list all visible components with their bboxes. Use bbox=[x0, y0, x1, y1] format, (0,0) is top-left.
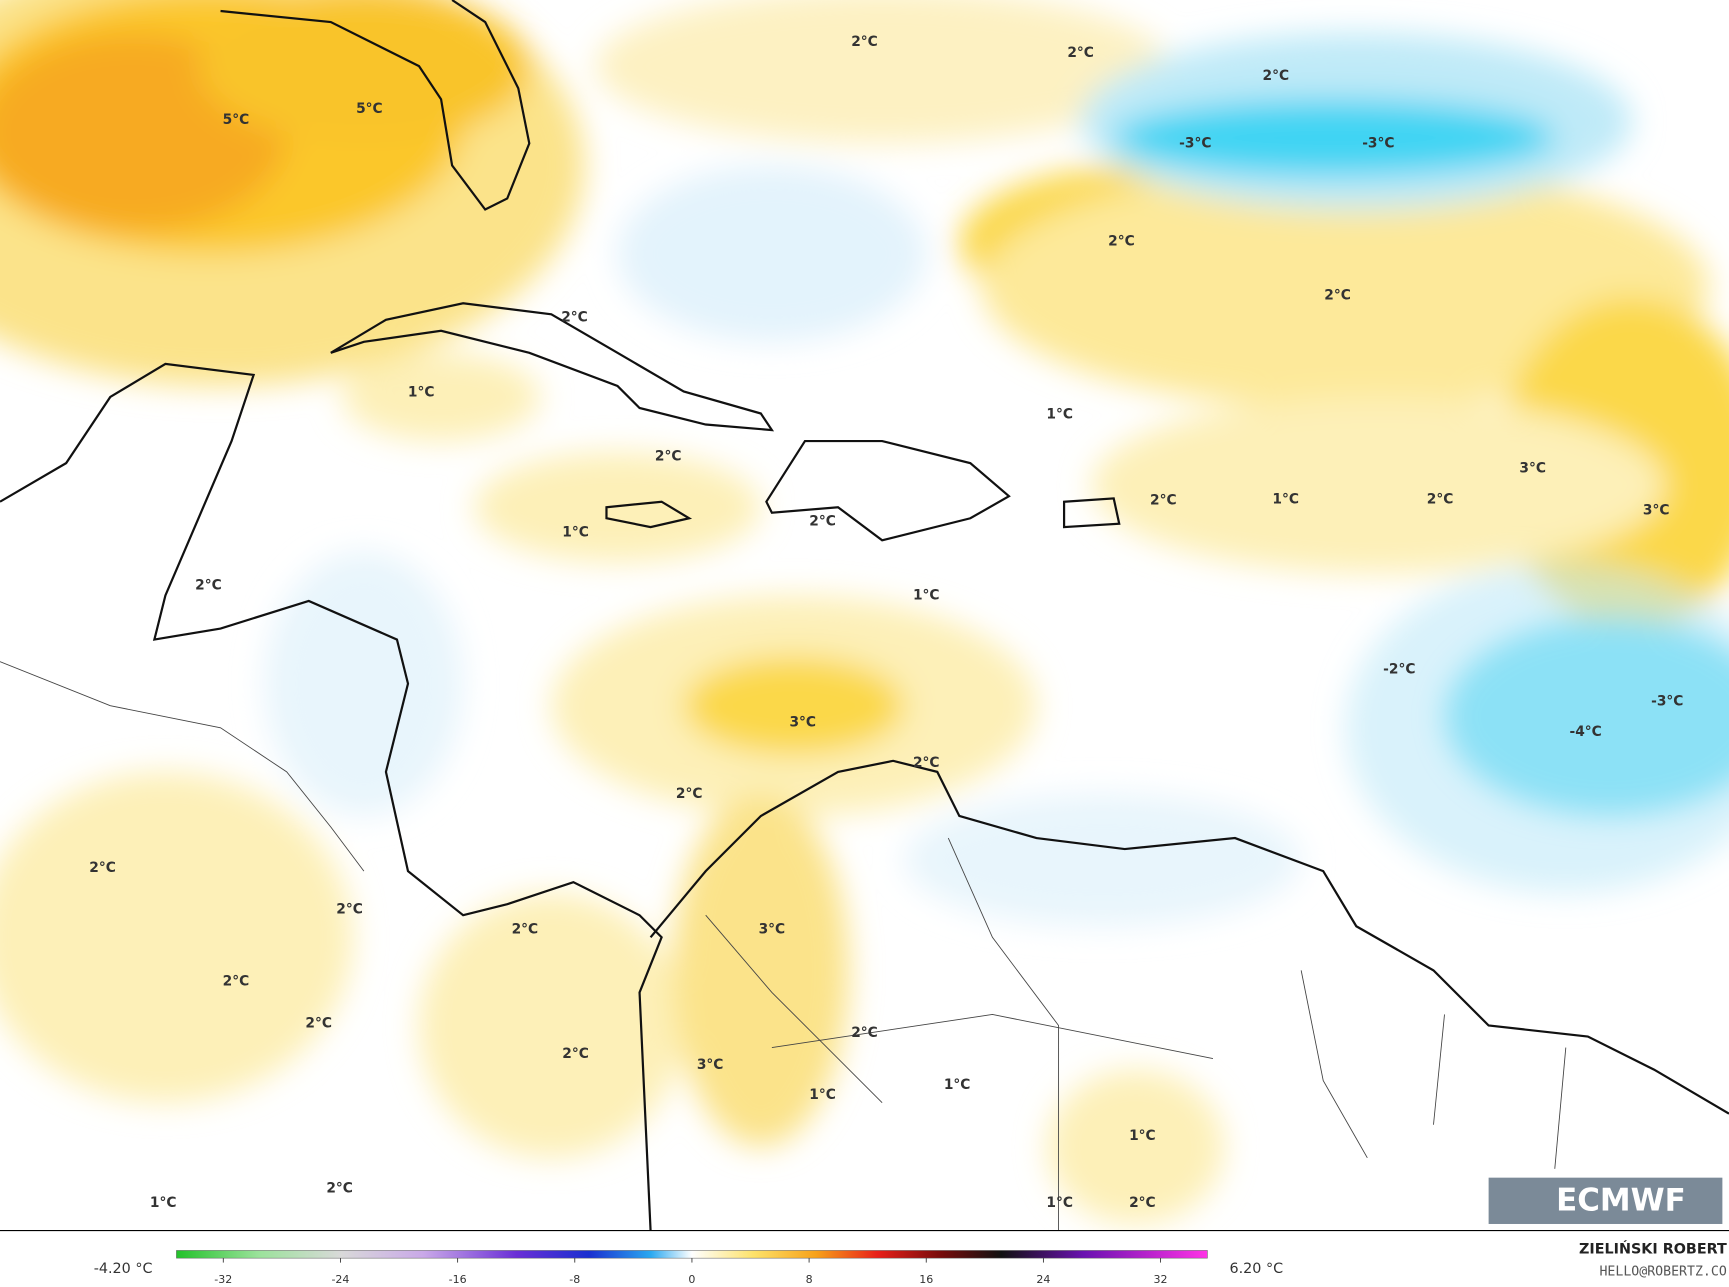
contour-label: -3°C bbox=[1651, 693, 1683, 709]
contour-label: 2°C bbox=[562, 1046, 589, 1062]
colorbar-tick-label: -24 bbox=[331, 1273, 349, 1286]
contour-label: 1°C bbox=[150, 1195, 177, 1211]
contour-label: 3°C bbox=[789, 714, 816, 730]
colorbar bbox=[176, 1250, 1208, 1259]
colorbar-tick-label: 16 bbox=[919, 1273, 933, 1286]
contour-label: 2°C bbox=[512, 922, 539, 938]
contour-label: 3°C bbox=[759, 922, 786, 938]
colorbar-tick-label: 32 bbox=[1154, 1273, 1168, 1286]
contour-label: 2°C bbox=[223, 973, 250, 989]
contour-label: 2°C bbox=[655, 449, 682, 465]
logo-box bbox=[1488, 1177, 1723, 1224]
contour-label: -4°C bbox=[1570, 724, 1602, 740]
contour-label: 1°C bbox=[913, 587, 940, 603]
contour-label: 3°C bbox=[1643, 503, 1670, 519]
logo: ECMWF bbox=[1556, 1182, 1686, 1218]
contour-label: 2°C bbox=[89, 860, 116, 876]
contour-label: 3°C bbox=[697, 1057, 724, 1073]
contour-label: 1°C bbox=[1046, 407, 1073, 423]
contour-label: 3°C bbox=[1519, 461, 1546, 477]
credit-name: ZIELIŃSKI ROBERT bbox=[1579, 1240, 1727, 1257]
contour-label: 1°C bbox=[562, 525, 589, 541]
contour-label: 2°C bbox=[305, 1015, 332, 1031]
colorbar-tick-label: -32 bbox=[214, 1273, 232, 1286]
contour-label: 2°C bbox=[1324, 288, 1351, 304]
contour-label: -3°C bbox=[1179, 135, 1211, 151]
colorbar-tick-label: 24 bbox=[1036, 1273, 1050, 1286]
contour-label: 2°C bbox=[326, 1181, 353, 1197]
colorbar-tick-label: -8 bbox=[569, 1273, 580, 1286]
colorbar-max: 6.20 °C bbox=[1229, 1261, 1283, 1277]
contour-label: 2°C bbox=[1150, 493, 1177, 509]
contour-label: 2°C bbox=[1108, 233, 1135, 249]
credit-contact: HELLO@ROBERTZ.CO bbox=[1599, 1264, 1726, 1279]
contour-label: 1°C bbox=[1272, 492, 1299, 508]
contour-label: 1°C bbox=[408, 385, 435, 401]
colorbar-tick-label: 0 bbox=[688, 1273, 695, 1286]
contour-label: 2°C bbox=[336, 902, 363, 918]
contour-label: 1°C bbox=[1046, 1195, 1073, 1211]
contour-label: 2°C bbox=[195, 578, 222, 594]
contour-label: 1°C bbox=[1129, 1128, 1156, 1144]
contour-label: 2°C bbox=[913, 755, 940, 771]
contour-label: 1°C bbox=[809, 1087, 836, 1103]
contour-label: 2°C bbox=[1129, 1195, 1156, 1211]
contour-label: -3°C bbox=[1362, 135, 1394, 151]
colorbar-min: -4.20 °C bbox=[94, 1261, 153, 1277]
map-field: 2°C 2°C 2°C 5°C 5°C -3°C -3°C 2°C 2°C 2°C 1°C 1°C 2°… bbox=[0, 0, 1729, 1231]
contour-label: 1°C bbox=[944, 1077, 971, 1093]
contour-label: 5°C bbox=[223, 112, 250, 128]
contour-label: 2°C bbox=[851, 34, 878, 50]
contour-label: 2°C bbox=[809, 514, 836, 530]
contour-label: 5°C bbox=[356, 101, 383, 117]
colorbar-tick-label: -16 bbox=[449, 1273, 467, 1286]
contour-label: -2°C bbox=[1383, 661, 1415, 677]
contour-label: 2°C bbox=[1427, 492, 1454, 508]
contour-label: 2°C bbox=[851, 1025, 878, 1041]
colorbar-tick-label: 8 bbox=[806, 1273, 813, 1286]
contour-label: 2°C bbox=[561, 310, 588, 326]
contour-label: 2°C bbox=[1263, 68, 1290, 84]
contour-label: 2°C bbox=[1067, 45, 1094, 61]
contour-label: 2°C bbox=[676, 786, 703, 802]
